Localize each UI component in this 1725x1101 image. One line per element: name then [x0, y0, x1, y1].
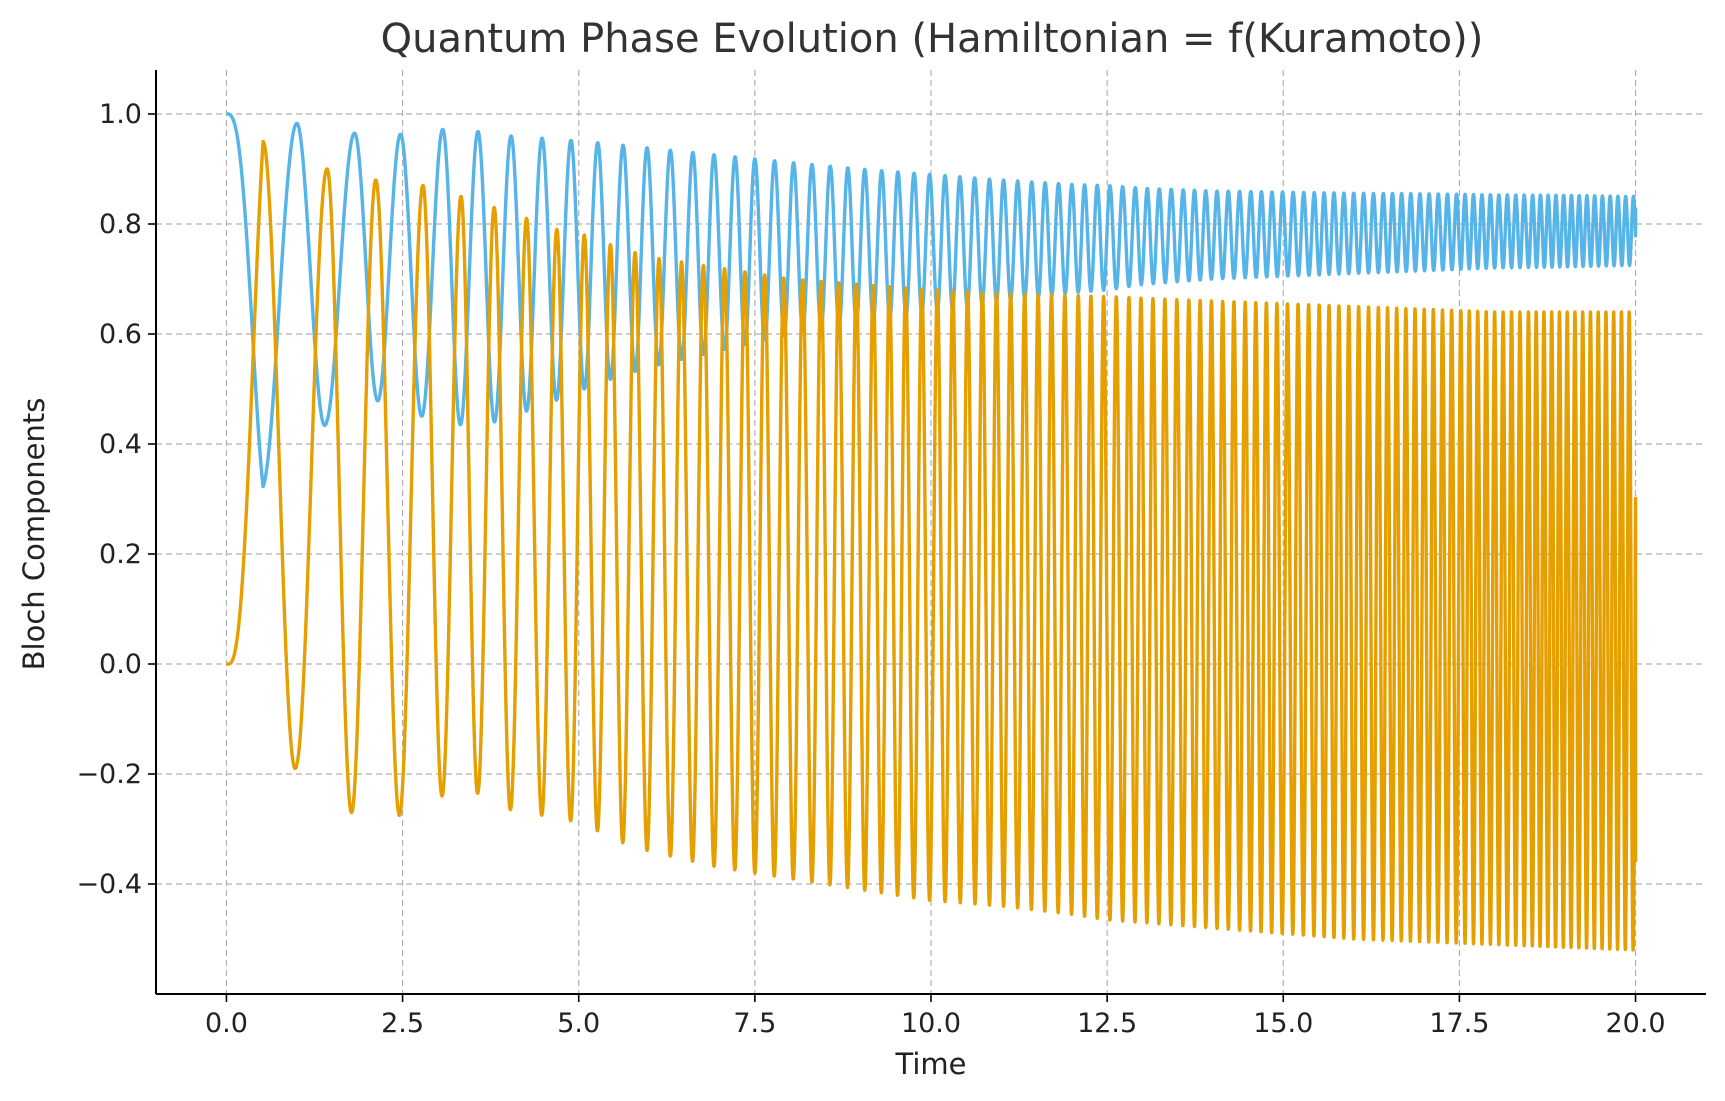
x-tick-label: 2.5: [381, 1008, 424, 1039]
y-tick-label: −0.4: [76, 869, 142, 900]
x-tick-label: 12.5: [1077, 1008, 1137, 1039]
x-tick-label: 7.5: [733, 1008, 776, 1039]
x-tick-label: 10.0: [901, 1008, 961, 1039]
ticks: 0.0 2.5 5.0 7.5 10.0 12.5 15.0 17.5 20.0 −0.4 −0.2…: [76, 99, 1665, 1039]
x-axis-label: Time: [895, 1047, 967, 1081]
y-tick-label: 0.0: [99, 649, 142, 680]
y-tick-label: 0.8: [99, 209, 142, 240]
chart-title: Quantum Phase Evolution (Hamiltonian = f…: [381, 16, 1484, 62]
y-tick-label: 1.0: [99, 99, 142, 130]
series-1-line: [224, 112, 1638, 489]
y-tick-label: −0.2: [76, 759, 142, 790]
x-tick-label: 0.0: [205, 1008, 248, 1039]
x-tick-label: 15.0: [1253, 1008, 1313, 1039]
x-tick-label: 5.0: [557, 1008, 600, 1039]
series-area: [224, 112, 1638, 952]
y-tick-label: 0.2: [99, 539, 142, 570]
series-2-line: [224, 139, 1638, 952]
x-tick-label: 17.5: [1429, 1008, 1489, 1039]
y-axis-label: Bloch Components: [17, 398, 51, 671]
x-tick-label: 20.0: [1605, 1008, 1665, 1039]
y-tick-label: 0.4: [99, 429, 142, 460]
y-tick-label: 0.6: [99, 319, 142, 350]
